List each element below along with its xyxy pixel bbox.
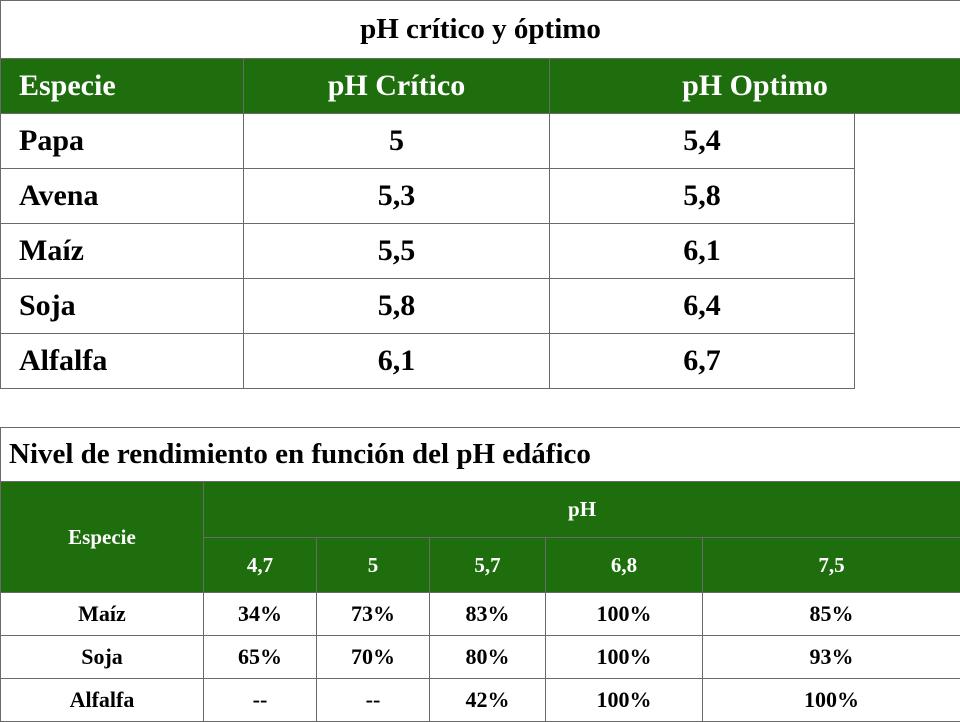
yield-by-ph-table: Nivel de rendimiento en función del pH e… (0, 427, 960, 722)
row-extension (855, 334, 960, 389)
yield-cell: 34% (204, 593, 317, 636)
species-cell: Alfalfa (1, 334, 244, 389)
table-row: Soja 65% 70% 80% 100% 93% (1, 636, 960, 679)
row-extension (855, 114, 960, 169)
table-row: Maíz 34% 73% 83% 100% 85% (1, 593, 960, 636)
species-cell: Soja (1, 636, 204, 679)
header-species: Especie (1, 59, 244, 114)
header-species: Especie (1, 482, 204, 593)
header-ph-critical: pH Crítico (244, 59, 550, 114)
table-row: Soja 5,8 6,4 (1, 279, 960, 334)
ph-optimal-cell: 5,8 (550, 169, 855, 224)
table-row: Alfalfa -- -- 42% 100% 100% (1, 679, 960, 722)
ph-optimal-cell: 6,1 (550, 224, 855, 279)
row-extension (855, 224, 960, 279)
ph-critical-optimal-table: pH crítico y óptimo Especie pH Crítico p… (0, 0, 960, 389)
yield-cell: 100% (703, 679, 960, 722)
species-cell: Soja (1, 279, 244, 334)
species-cell: Avena (1, 169, 244, 224)
header-ph-value: 5 (317, 538, 430, 593)
yield-cell: 100% (546, 593, 703, 636)
header-ph-value: 6,8 (546, 538, 703, 593)
table-row: Papa 5 5,4 (1, 114, 960, 169)
ph-optimal-cell: 6,7 (550, 334, 855, 389)
yield-cell: 65% (204, 636, 317, 679)
header-ph: pH (204, 482, 960, 538)
yield-cell: 73% (317, 593, 430, 636)
header-ph-optimal: pH Optimo (550, 59, 960, 114)
ph-critical-cell: 5,5 (244, 224, 550, 279)
yield-cell: -- (204, 679, 317, 722)
ph-optimal-cell: 5,4 (550, 114, 855, 169)
yield-cell: 93% (703, 636, 960, 679)
header-ph-value: 7,5 (703, 538, 960, 593)
ph-optimal-cell: 6,4 (550, 279, 855, 334)
ph-critical-cell: 6,1 (244, 334, 550, 389)
yield-cell: 100% (546, 679, 703, 722)
yield-cell: 85% (703, 593, 960, 636)
header-ph-value: 5,7 (430, 538, 546, 593)
yield-cell: 100% (546, 636, 703, 679)
header-ph-value: 4,7 (204, 538, 317, 593)
ph-critical-cell: 5 (244, 114, 550, 169)
species-cell: Maíz (1, 224, 244, 279)
species-cell: Maíz (1, 593, 204, 636)
row-extension (855, 279, 960, 334)
table-title: pH crítico y óptimo (1, 1, 960, 59)
ph-critical-cell: 5,3 (244, 169, 550, 224)
yield-cell: 42% (430, 679, 546, 722)
table-row: Maíz 5,5 6,1 (1, 224, 960, 279)
ph-critical-cell: 5,8 (244, 279, 550, 334)
table-row: Avena 5,3 5,8 (1, 169, 960, 224)
species-cell: Papa (1, 114, 244, 169)
row-extension (855, 169, 960, 224)
yield-cell: -- (317, 679, 430, 722)
yield-cell: 70% (317, 636, 430, 679)
species-cell: Alfalfa (1, 679, 204, 722)
table-row: Alfalfa 6,1 6,7 (1, 334, 960, 389)
yield-cell: 83% (430, 593, 546, 636)
table-title: Nivel de rendimiento en función del pH e… (1, 428, 960, 482)
yield-cell: 80% (430, 636, 546, 679)
